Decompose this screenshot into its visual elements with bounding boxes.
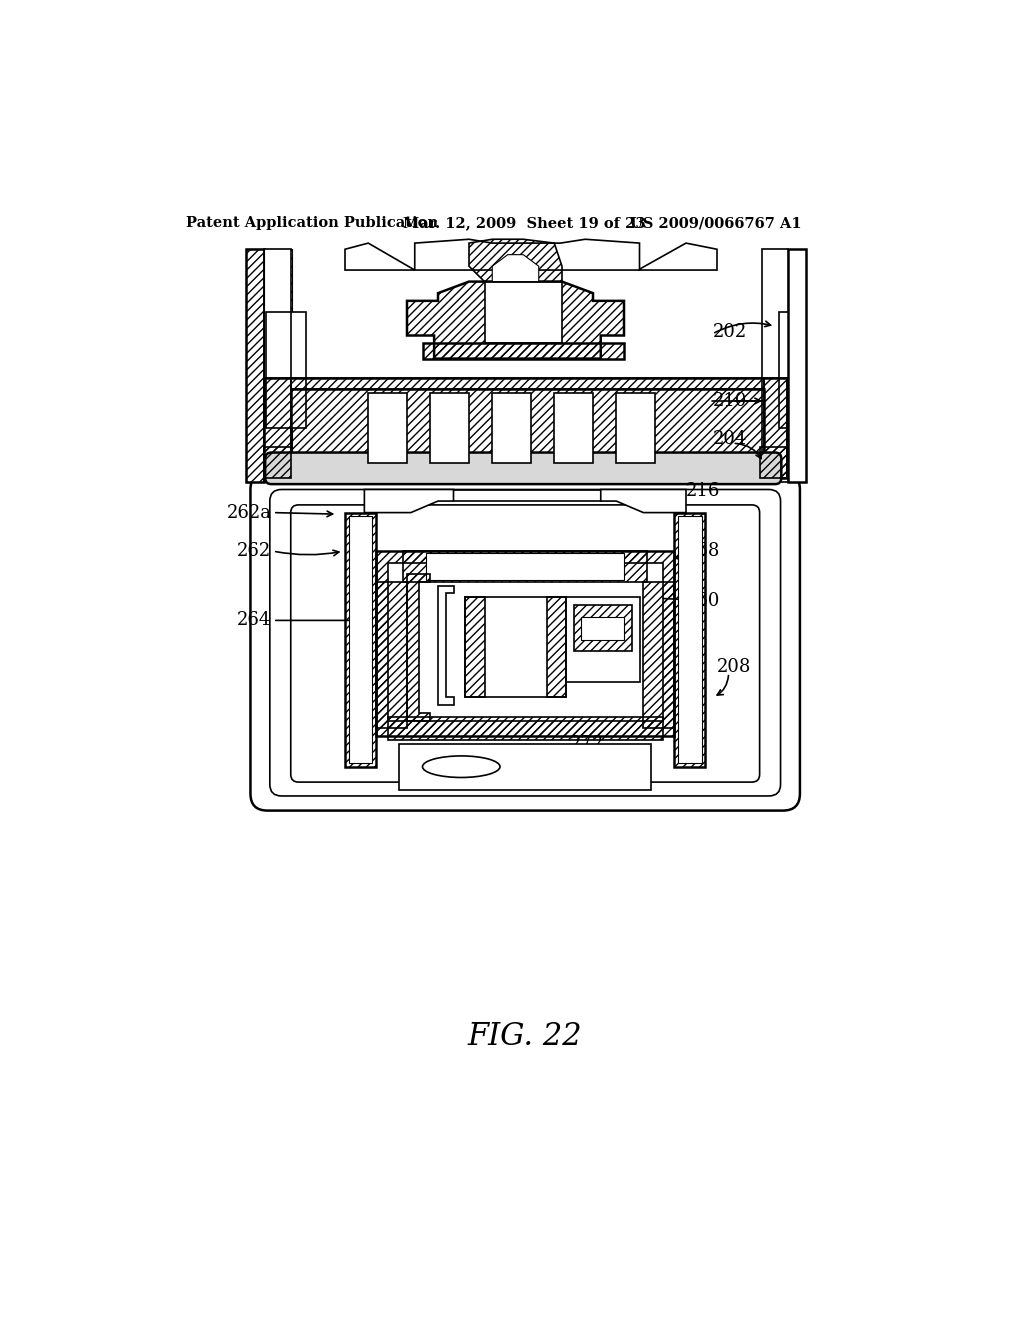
- Polygon shape: [365, 490, 454, 512]
- Text: 262: 262: [238, 543, 271, 560]
- Text: 202: 202: [713, 322, 748, 341]
- Polygon shape: [246, 249, 263, 482]
- Bar: [376, 582, 407, 729]
- Text: Patent Application Publication: Patent Application Publication: [186, 216, 438, 230]
- Polygon shape: [493, 255, 539, 281]
- Bar: [616, 393, 655, 462]
- Bar: [291, 389, 764, 466]
- Bar: [760, 447, 786, 478]
- Polygon shape: [345, 243, 415, 271]
- Bar: [266, 313, 291, 428]
- Bar: [263, 447, 291, 478]
- Text: US 2009/0066767 A1: US 2009/0066767 A1: [630, 216, 802, 230]
- Text: 204: 204: [713, 430, 748, 449]
- Text: 210: 210: [713, 392, 748, 411]
- Text: 268: 268: [686, 543, 720, 560]
- Text: Mar. 12, 2009  Sheet 19 of 23: Mar. 12, 2009 Sheet 19 of 23: [403, 216, 645, 230]
- Bar: [573, 605, 632, 651]
- Text: 264: 264: [238, 611, 271, 630]
- Polygon shape: [788, 249, 806, 482]
- Text: 260: 260: [686, 593, 720, 610]
- Bar: [426, 553, 624, 579]
- Text: 216: 216: [686, 482, 720, 500]
- Bar: [554, 393, 593, 462]
- Bar: [399, 743, 651, 789]
- Bar: [465, 597, 484, 697]
- Polygon shape: [638, 243, 717, 271]
- Bar: [246, 249, 292, 482]
- Bar: [349, 516, 372, 763]
- Polygon shape: [762, 249, 788, 482]
- Bar: [430, 393, 469, 462]
- Bar: [403, 552, 647, 582]
- Polygon shape: [415, 239, 640, 271]
- Bar: [493, 393, 531, 462]
- Bar: [566, 597, 640, 682]
- FancyBboxPatch shape: [265, 453, 781, 484]
- Ellipse shape: [423, 756, 500, 777]
- Bar: [547, 597, 566, 697]
- Bar: [246, 249, 263, 482]
- Text: 272: 272: [569, 735, 604, 752]
- Bar: [484, 281, 562, 343]
- Bar: [388, 562, 663, 721]
- Bar: [465, 597, 566, 697]
- Bar: [678, 516, 701, 763]
- Text: FIG. 22: FIG. 22: [468, 1020, 582, 1052]
- FancyBboxPatch shape: [251, 473, 800, 810]
- Text: 208: 208: [717, 657, 752, 676]
- Text: 262a: 262a: [226, 504, 271, 521]
- Bar: [388, 717, 663, 739]
- Bar: [376, 552, 675, 737]
- Bar: [643, 582, 675, 729]
- Polygon shape: [601, 490, 686, 512]
- Bar: [582, 616, 624, 640]
- FancyBboxPatch shape: [270, 490, 780, 796]
- Polygon shape: [263, 249, 306, 482]
- FancyBboxPatch shape: [291, 506, 760, 781]
- Bar: [369, 393, 407, 462]
